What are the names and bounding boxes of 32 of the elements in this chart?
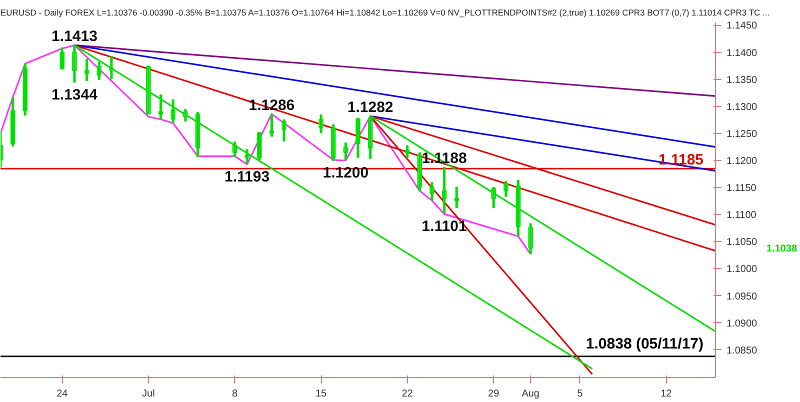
- text: EURUSD - Daily FOREX L=1.10376 -0.00390 -0.35% B=1.10375 A=1.10376 O=1.10764 Hi=1.10842 Lo=1.10269 V=0 NV_PLOTTRENDPOINTS#2 (2,true) 1.10269 CPR3 BOT7 (0,7) 1.11014 CPR3 TC ...: [0, 8, 770, 18]
- x-tick-label: Jul: [142, 388, 155, 400]
- ref-line-label: 1.0838 (05/11/17): [586, 335, 704, 352]
- y-tick-label: 1.1000: [726, 264, 758, 276]
- text: 1.1038: [766, 244, 798, 255]
- x-tick-label: 5: [577, 388, 584, 400]
- y-tick-label: 1.1350: [726, 74, 758, 86]
- y-tick-label: 1.1400: [726, 48, 758, 59]
- y-tick-label: 1.1250: [726, 128, 758, 140]
- annotation: 1.1413: [52, 28, 98, 46]
- y-tick-label: 1.0900: [726, 318, 758, 330]
- x-tick-label: 8: [232, 388, 238, 400]
- annotation: 1.1344: [52, 86, 98, 104]
- x-tick-label: 15: [315, 388, 328, 400]
- annotation: 1.1193: [224, 168, 270, 186]
- annotation: 1.1282: [347, 99, 394, 116]
- x-tick-label: 29: [488, 388, 500, 400]
- x-tick-label: 12: [660, 388, 672, 400]
- x-tick-label: 22: [402, 388, 414, 400]
- y-tick-label: 1.1050: [726, 237, 758, 248]
- annotation: 1.1200: [322, 164, 369, 182]
- y-tick-label: 1.0950: [726, 291, 758, 302]
- annotation: 1.1101: [422, 218, 467, 236]
- x-tick-label: Aug: [522, 388, 540, 400]
- x-tick-label: 24: [56, 388, 68, 400]
- y-tick-label: 1.1100: [726, 210, 757, 222]
- y-tick-label: 1.1450: [726, 20, 758, 32]
- ref-line-label: 1.1185: [658, 152, 704, 169]
- y-tick-label: 1.1150: [726, 183, 757, 194]
- y-tick-label: 1.1300: [726, 102, 758, 113]
- y-tick-label: 1.1200: [726, 156, 758, 167]
- y-tick-label: 1.0850: [726, 345, 758, 356]
